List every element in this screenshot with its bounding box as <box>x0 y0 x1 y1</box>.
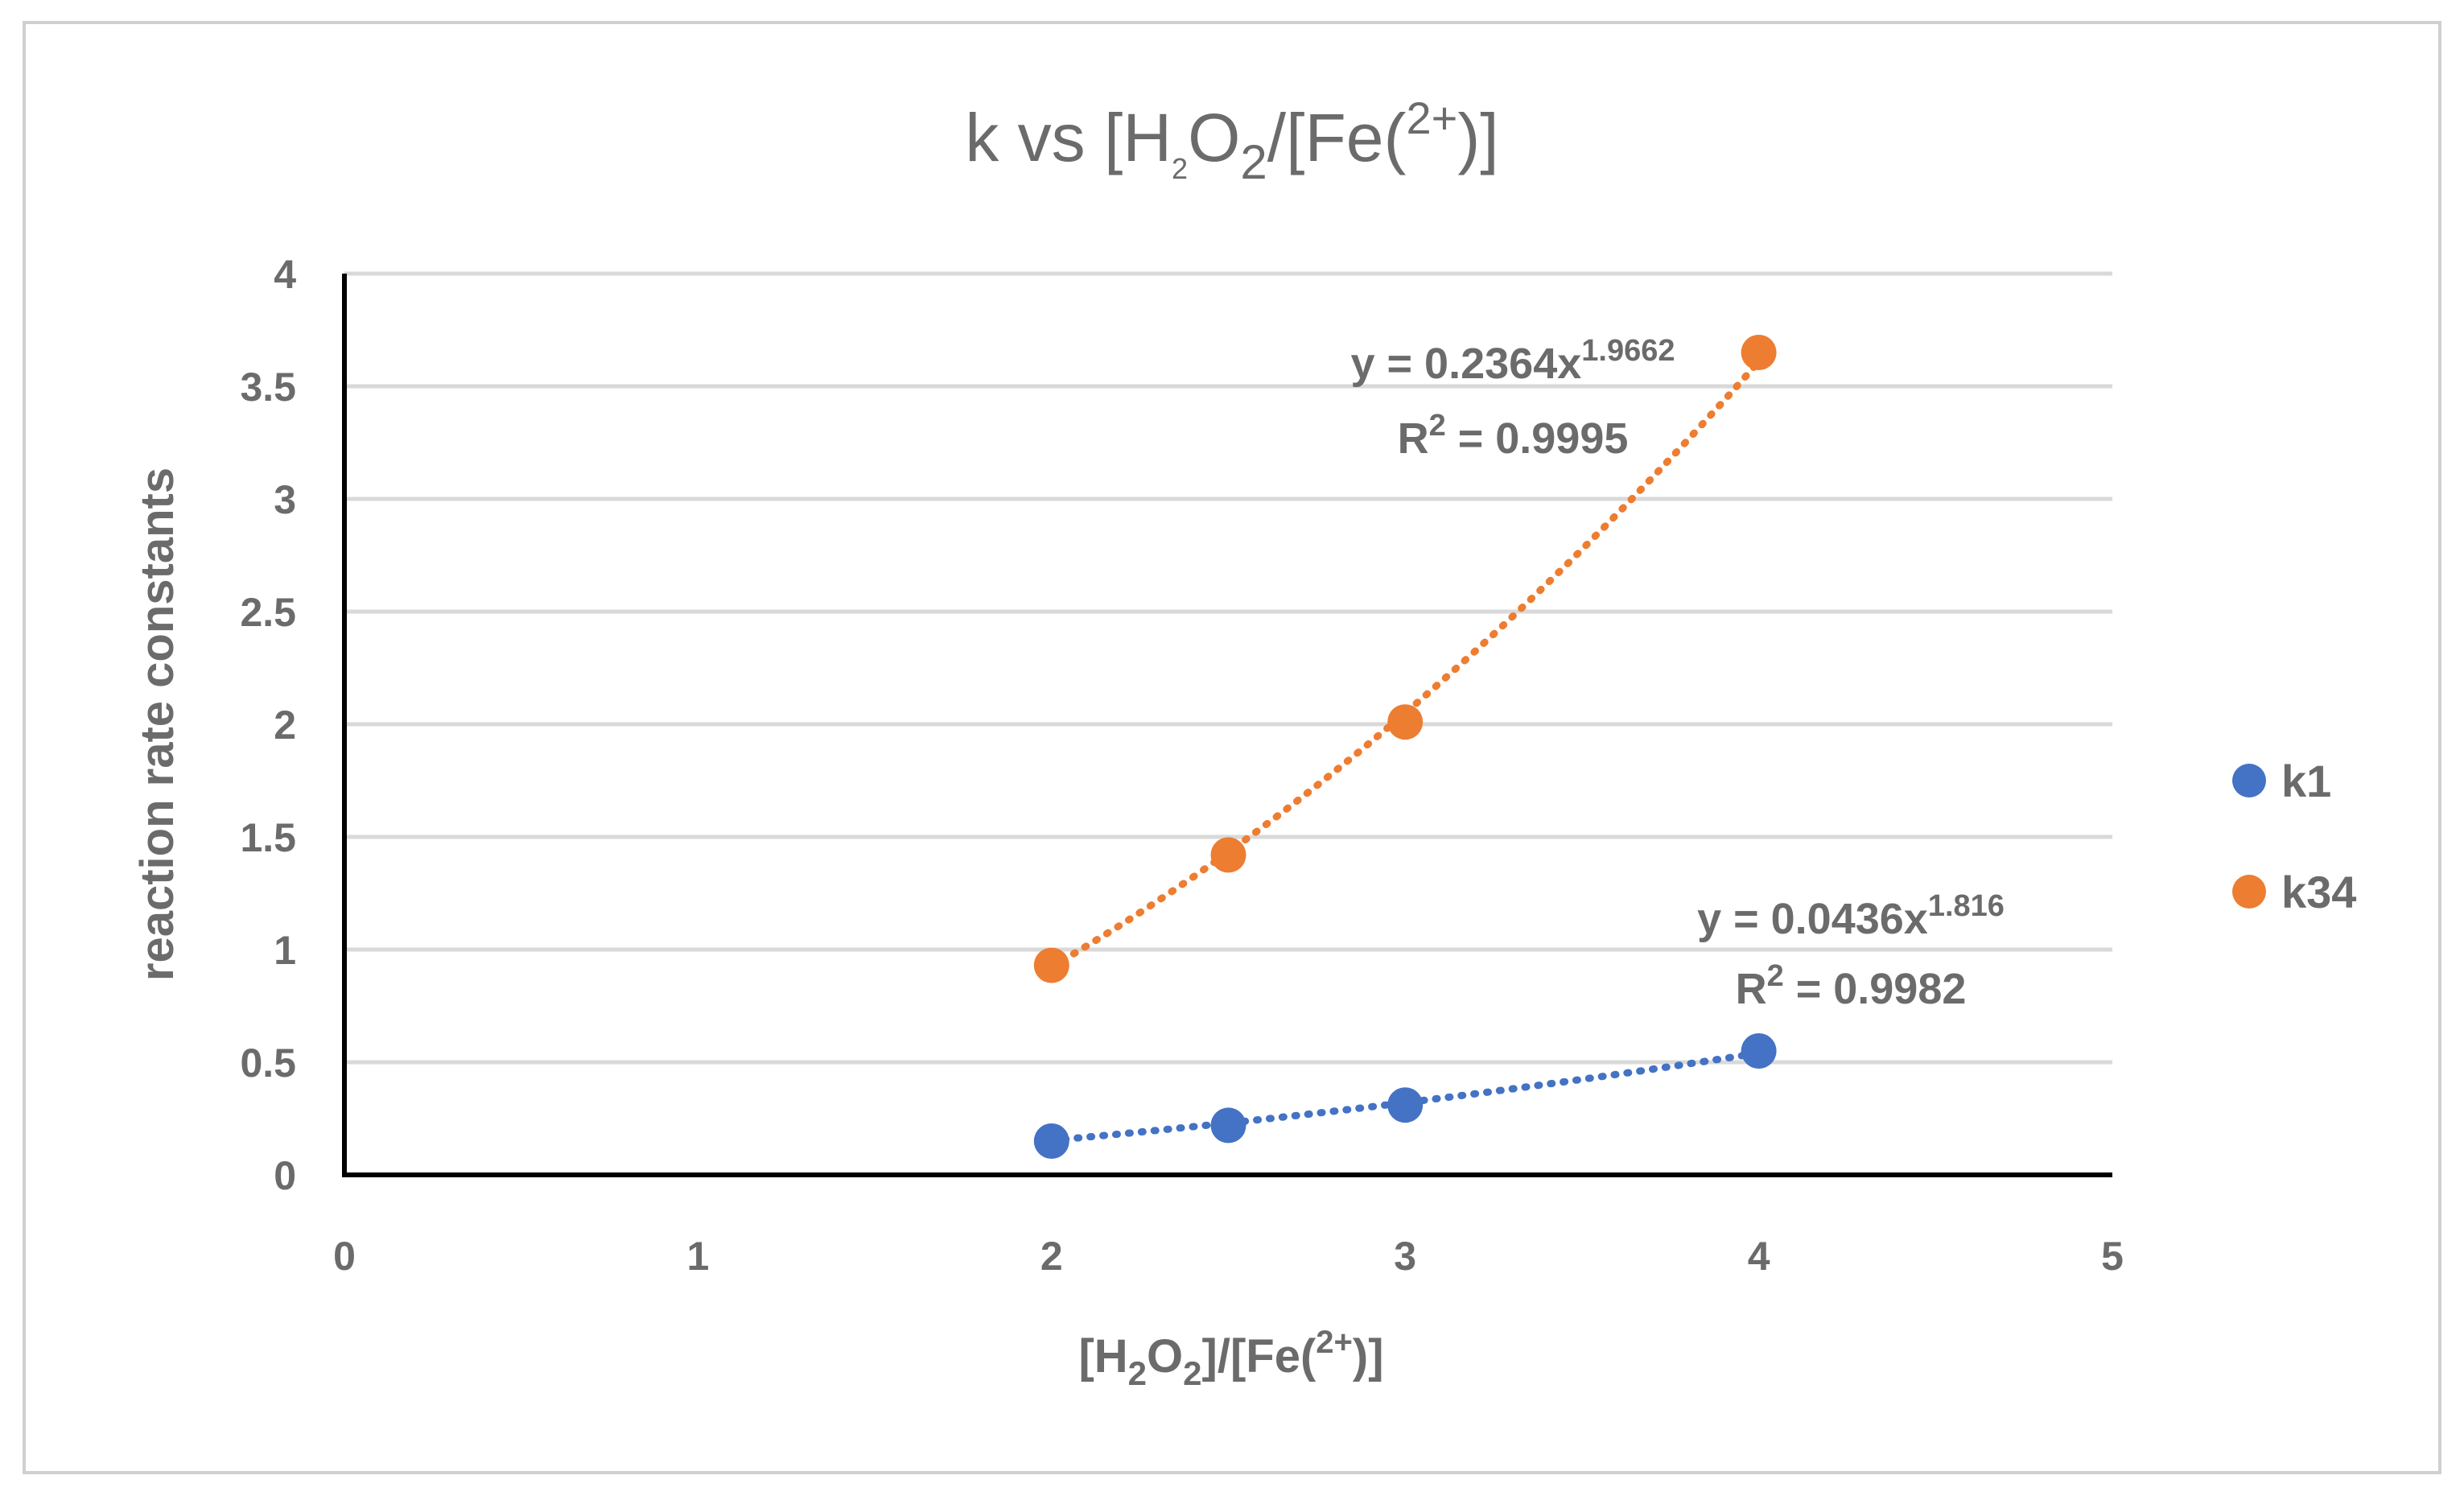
y-tick-label: 3 <box>274 477 296 522</box>
x-tick-labels: 0 1 2 3 4 5 <box>333 1234 2124 1279</box>
grid-lines <box>344 271 2112 1065</box>
y-tick-label: 0.5 <box>240 1041 296 1086</box>
axes <box>342 274 2112 1177</box>
legend-marker-k34 <box>2232 875 2266 909</box>
k34-data-point <box>1741 335 1777 370</box>
k1-trendline-r2: R2 = 0.9982 <box>1736 959 1967 1013</box>
x-tick-label: 2 <box>1040 1234 1063 1279</box>
k34-data-point <box>1210 837 1246 873</box>
y-tick-label: 4 <box>274 252 296 297</box>
k34-trendline-equation: y = 0.2364x1.9662 <box>1350 334 1675 388</box>
data-points <box>1033 335 1777 1159</box>
x-tick-label: 5 <box>2101 1234 2124 1279</box>
k34-data-point <box>1387 704 1424 740</box>
k1-data-point <box>1387 1087 1424 1123</box>
y-axis-title: reaction rate constants <box>131 468 183 981</box>
x-tick-label: 4 <box>1748 1234 1770 1279</box>
y-tick-label: 2.5 <box>240 590 296 635</box>
x-tick-label: 0 <box>333 1234 356 1279</box>
y-tick-label: 0 <box>274 1153 296 1198</box>
k1-trendline-equation: y = 0.0436x1.816 <box>1697 889 2005 943</box>
legend-item-k1[interactable]: k1 <box>2232 756 2331 806</box>
k1-data-point <box>1033 1123 1069 1159</box>
chart-border <box>23 21 2441 1474</box>
chart-title: k vs [H2O2/[Fe(2+)] <box>965 93 1498 189</box>
legend: k1 k34 <box>2232 756 2356 917</box>
y-tick-label: 1 <box>274 928 296 973</box>
x-tick-label: 3 <box>1394 1234 1416 1279</box>
y-tick-label: 2 <box>274 703 296 748</box>
k1-data-point <box>1210 1107 1246 1144</box>
legend-item-k34[interactable]: k34 <box>2232 867 2356 917</box>
k1-trendline <box>1048 1049 1763 1144</box>
y-tick-label: 1.5 <box>240 815 296 860</box>
x-axis-title: [H2O2]/[Fe(2+)] <box>1078 1325 1383 1392</box>
legend-label-k1: k1 <box>2281 756 2331 806</box>
legend-label-k34: k34 <box>2281 867 2356 917</box>
y-tick-labels: 0 0.5 1 1.5 2 2.5 3 3.5 4 <box>240 252 296 1198</box>
y-tick-label: 3.5 <box>240 365 296 410</box>
x-tick-label: 1 <box>686 1234 709 1279</box>
k34-trendline-r2: R2 = 0.9995 <box>1398 409 1629 463</box>
k1-data-point <box>1741 1033 1777 1069</box>
k34-data-point <box>1033 947 1069 983</box>
legend-marker-k1 <box>2232 764 2266 797</box>
